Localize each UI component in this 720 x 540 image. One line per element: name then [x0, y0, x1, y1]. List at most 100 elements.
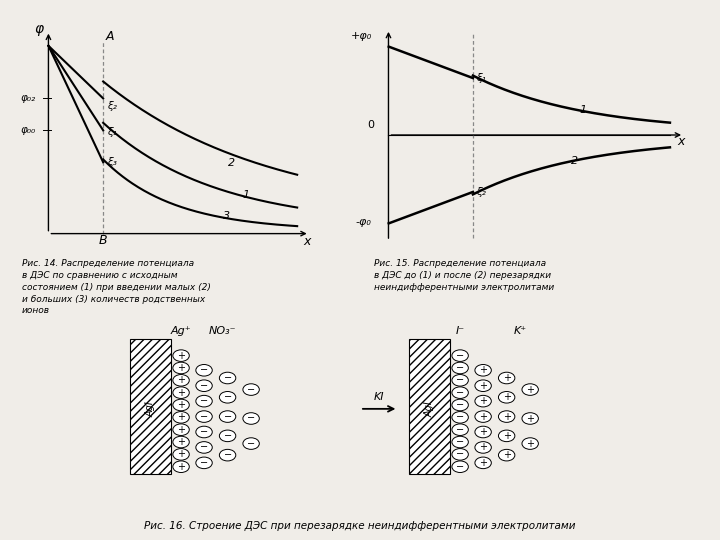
Text: ξ₁: ξ₁	[476, 73, 485, 83]
Text: −: −	[200, 411, 208, 422]
Text: x: x	[303, 235, 311, 248]
Circle shape	[498, 392, 515, 403]
Text: 2: 2	[572, 157, 579, 166]
Text: B: B	[99, 234, 107, 247]
Text: +: +	[503, 392, 510, 402]
Circle shape	[173, 375, 189, 386]
Circle shape	[196, 426, 212, 438]
Text: AgI: AgI	[425, 401, 435, 417]
Text: Рис. 15. Распределение потенциала
в ДЭС до (1) и после (2) перезарядки
неиндиффе: Рис. 15. Распределение потенциала в ДЭС …	[374, 259, 554, 292]
Text: +: +	[177, 375, 185, 386]
Circle shape	[498, 372, 515, 384]
Circle shape	[220, 392, 235, 403]
Text: Рис. 14. Распределение потенциала
в ДЭС по сравнению с исходным
состоянием (1) п: Рис. 14. Распределение потенциала в ДЭС …	[22, 259, 210, 315]
Text: −: −	[223, 450, 232, 460]
Circle shape	[173, 399, 189, 411]
Text: ξ₂: ξ₂	[107, 101, 117, 111]
Text: −: −	[200, 381, 208, 391]
Text: -φ₀: -φ₀	[356, 217, 372, 227]
Text: +: +	[479, 458, 487, 468]
Circle shape	[173, 461, 189, 472]
Circle shape	[475, 442, 491, 453]
Bar	[409, 340, 450, 475]
Text: −: −	[456, 437, 464, 447]
Text: +: +	[526, 414, 534, 423]
Text: −: −	[456, 350, 464, 361]
Text: +: +	[479, 427, 487, 437]
Text: AgI: AgI	[145, 401, 156, 417]
Text: −: −	[456, 388, 464, 397]
Text: −: −	[456, 449, 464, 460]
Circle shape	[173, 387, 189, 399]
Text: +: +	[479, 381, 487, 391]
Text: −: −	[247, 438, 255, 449]
Text: 1: 1	[580, 105, 587, 116]
Circle shape	[220, 372, 235, 384]
Circle shape	[173, 424, 189, 435]
Text: −: −	[456, 363, 464, 373]
Circle shape	[196, 442, 212, 453]
Text: −: −	[456, 375, 464, 386]
Text: −: −	[456, 462, 464, 472]
Circle shape	[475, 411, 491, 422]
Circle shape	[498, 430, 515, 442]
Text: I⁻: I⁻	[456, 326, 464, 336]
Circle shape	[220, 449, 235, 461]
Circle shape	[196, 364, 212, 376]
Circle shape	[173, 350, 189, 361]
Text: 0: 0	[367, 120, 374, 130]
Text: φ₀₀: φ₀₀	[21, 125, 36, 136]
Text: +: +	[177, 388, 185, 397]
Text: −: −	[247, 384, 255, 395]
Text: −: −	[223, 392, 232, 402]
Text: +: +	[177, 437, 185, 447]
Text: −: −	[456, 424, 464, 435]
Text: +: +	[177, 413, 185, 422]
Text: φ₀₂: φ₀₂	[21, 93, 36, 103]
Text: +: +	[479, 396, 487, 406]
Text: +: +	[526, 438, 534, 449]
Circle shape	[498, 449, 515, 461]
Text: −: −	[200, 427, 208, 437]
Text: +φ₀: +φ₀	[351, 31, 372, 41]
Circle shape	[220, 411, 235, 422]
Text: −: −	[456, 413, 464, 422]
Text: ξ₂: ξ₂	[476, 187, 485, 197]
Text: +: +	[177, 350, 185, 361]
Text: ξ₃: ξ₃	[107, 157, 117, 167]
Circle shape	[452, 449, 468, 460]
Text: −: −	[200, 396, 208, 406]
Text: 3: 3	[222, 211, 230, 220]
Text: Рис. 16. Строение ДЭС при перезарядке неиндифферентными электролитами: Рис. 16. Строение ДЭС при перезарядке не…	[144, 521, 576, 531]
Circle shape	[196, 411, 212, 422]
Text: −: −	[200, 442, 208, 453]
Circle shape	[522, 413, 539, 424]
Text: φ: φ	[34, 22, 43, 36]
Bar	[130, 340, 171, 475]
Circle shape	[173, 449, 189, 460]
Circle shape	[475, 426, 491, 438]
Text: Ag⁺: Ag⁺	[171, 326, 192, 336]
Circle shape	[173, 362, 189, 374]
Text: +: +	[503, 450, 510, 460]
Circle shape	[475, 395, 491, 407]
Text: +: +	[503, 431, 510, 441]
Circle shape	[452, 461, 468, 472]
Text: 1: 1	[243, 190, 250, 200]
Circle shape	[452, 411, 468, 423]
Circle shape	[243, 413, 259, 424]
Circle shape	[452, 387, 468, 399]
Circle shape	[243, 384, 259, 395]
Text: x: x	[678, 135, 685, 148]
Circle shape	[220, 430, 235, 442]
Text: +: +	[177, 400, 185, 410]
Text: K⁺: K⁺	[514, 326, 527, 336]
Text: +: +	[177, 462, 185, 472]
Circle shape	[196, 380, 212, 392]
Text: NO₃⁻: NO₃⁻	[208, 326, 236, 336]
Text: 2: 2	[228, 158, 235, 168]
Circle shape	[452, 362, 468, 374]
Text: +: +	[503, 373, 510, 383]
Circle shape	[452, 399, 468, 411]
Text: +: +	[177, 424, 185, 435]
